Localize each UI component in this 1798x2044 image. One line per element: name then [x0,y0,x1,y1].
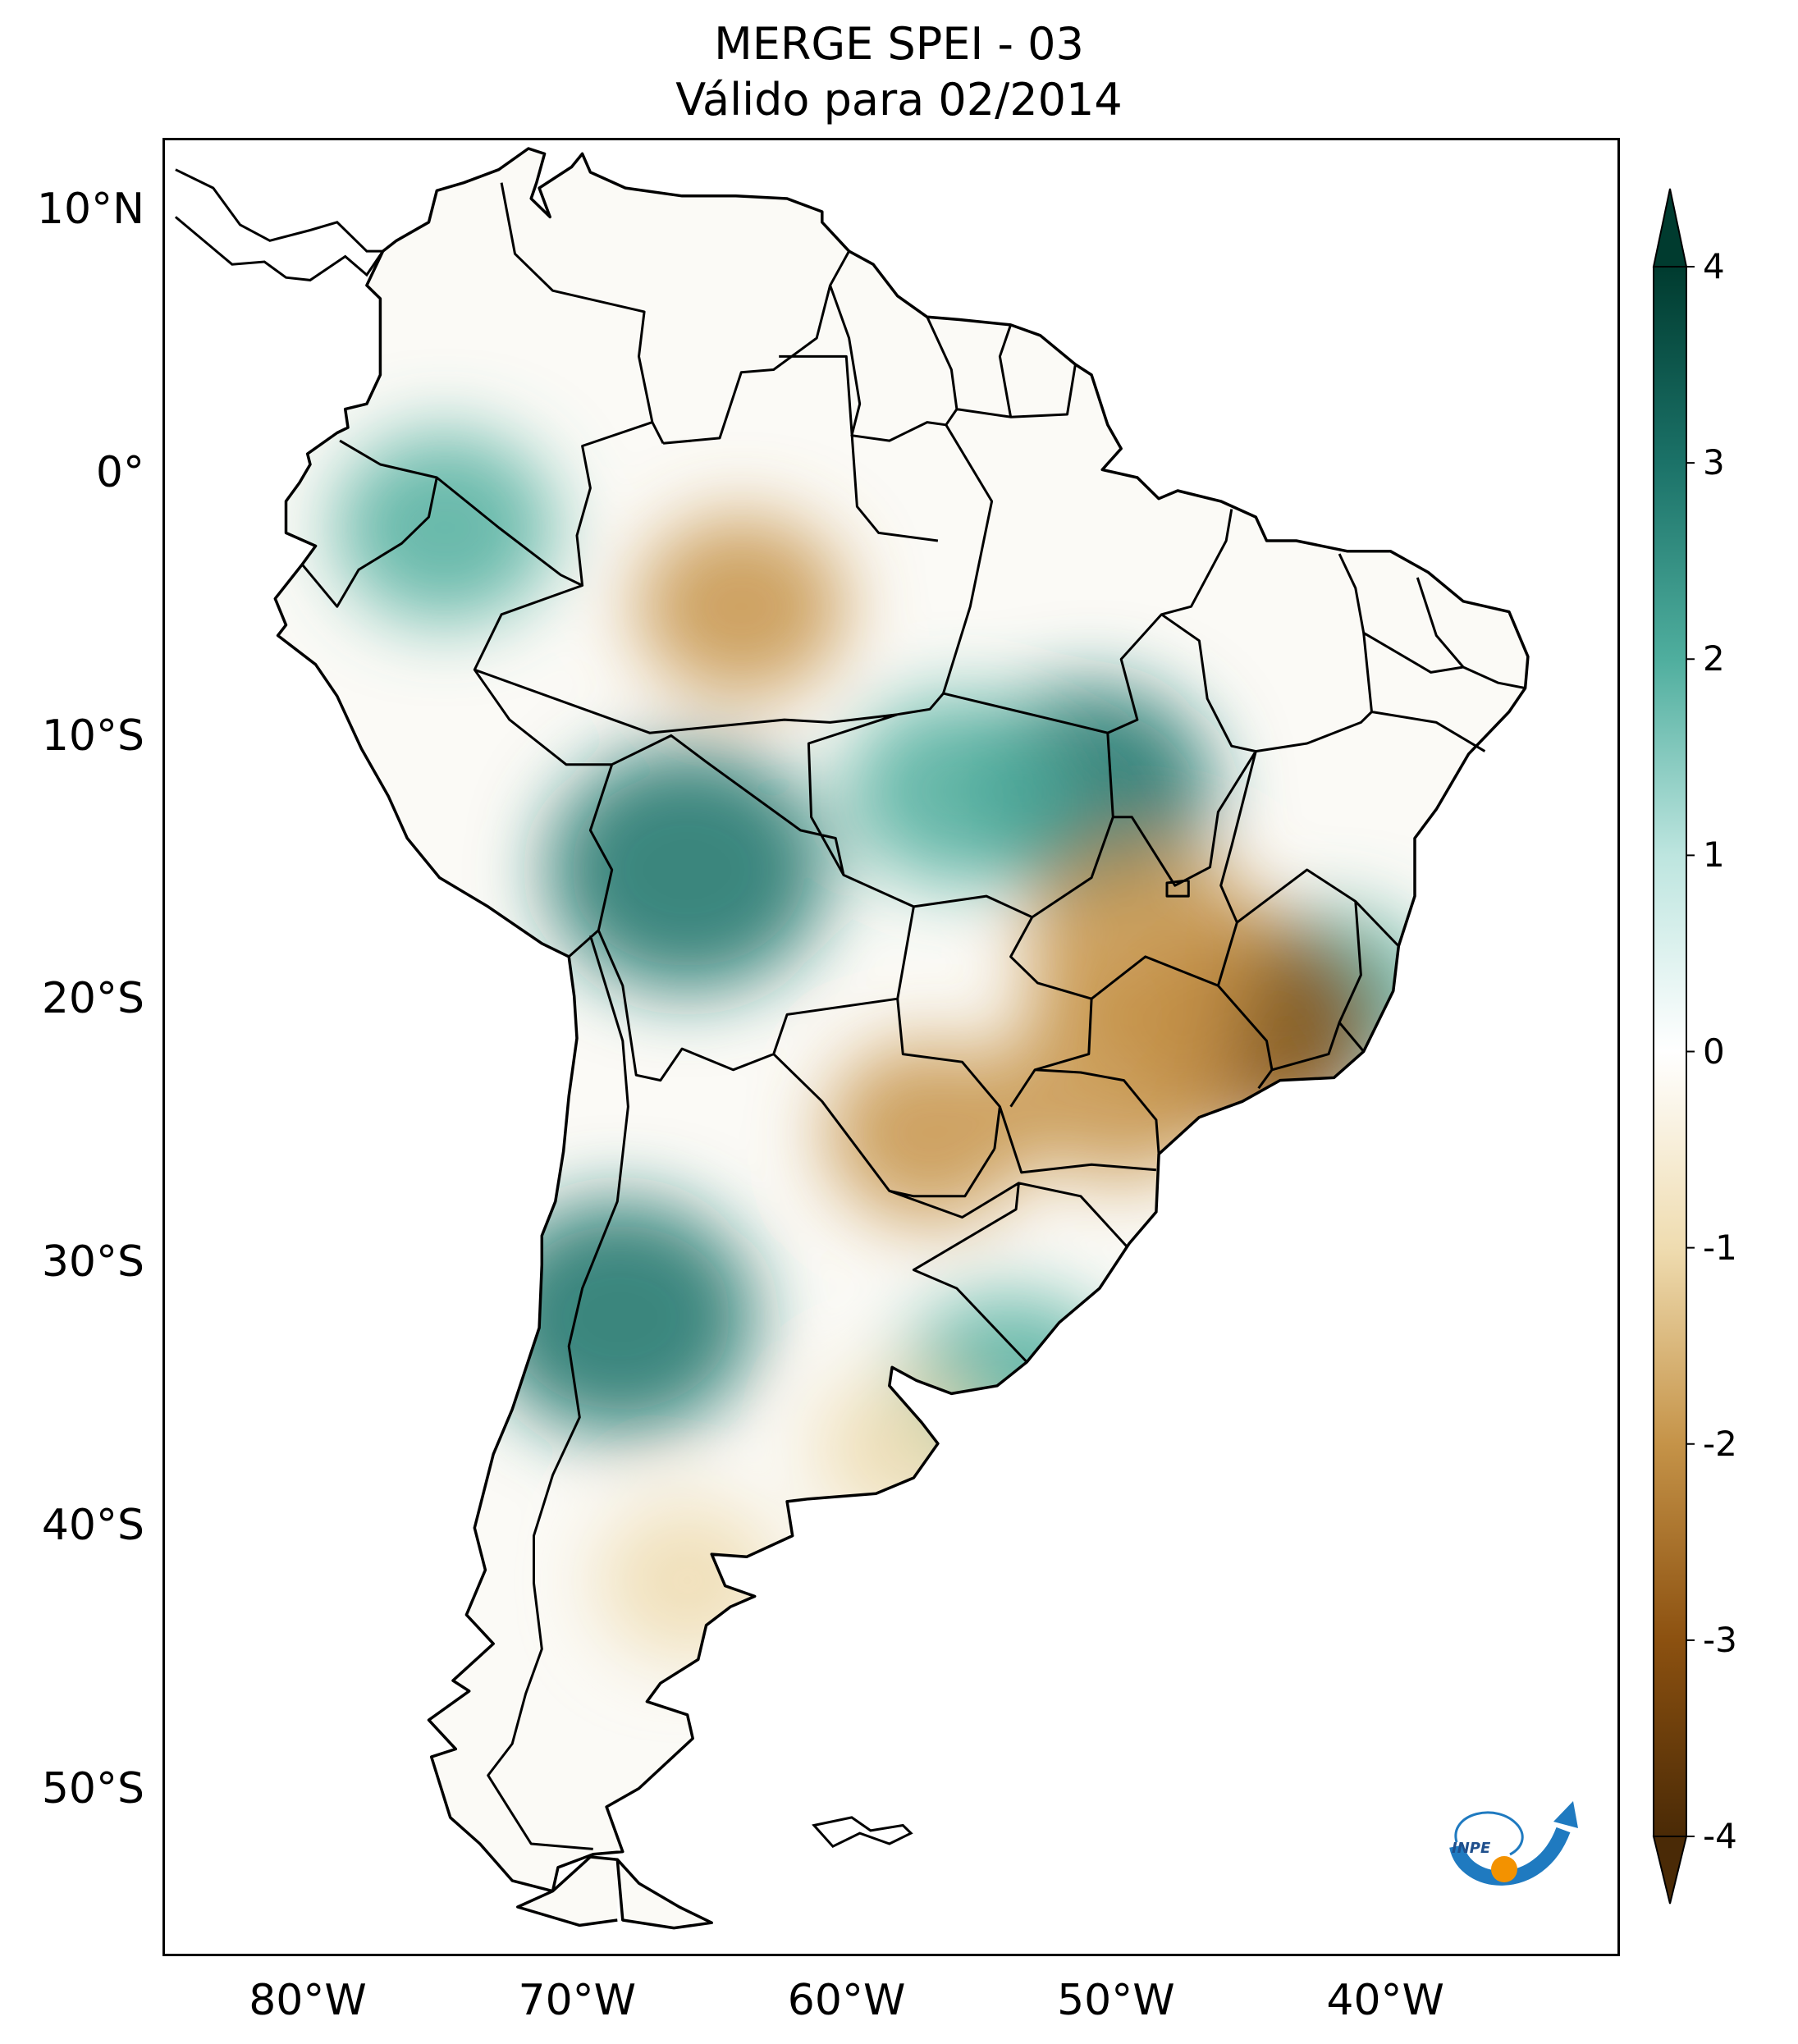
latitude-tick-label: 10°S [41,711,144,761]
colorbar [1652,188,1695,1905]
wet-anomaly-region [847,695,1067,886]
colorbar-tick-label: 1 [1703,835,1725,876]
colorbar-tick-label: -4 [1703,1816,1737,1856]
longitude-tick-label: 70°W [518,1976,637,2025]
longitude-tick-label: 60°W [787,1976,906,2025]
colorbar-body [1653,266,1687,1837]
colorbar-tick-label: 2 [1703,638,1725,679]
map-frame [162,138,1620,1956]
colorbar-tick-label: -3 [1703,1619,1737,1660]
dry-anomaly-region [596,1501,779,1660]
longitude-tick-label: 80°W [249,1976,367,2025]
dry-anomaly-region [637,515,846,697]
wet-anomaly-region [546,747,829,993]
inpe-logo-text: INPE [1452,1840,1491,1857]
colorbar-extend-max [1652,188,1688,268]
latitude-tick-label: 0° [95,447,144,497]
map-canvas [174,147,1530,1930]
colorbar-tick-label: -1 [1703,1227,1737,1268]
country-borders [301,182,1526,1850]
latitude-tick-label: 30°S [41,1237,144,1287]
inpe-logo: INPE [1440,1797,1580,1895]
falkland-islands [812,1816,913,1849]
map-subtitle: Válido para 02/2014 [675,74,1123,126]
map-title: MERGE SPEI - 03 [714,18,1084,70]
wet-anomaly-region [335,432,555,623]
dry-anomaly-region [826,1042,1035,1224]
latitude-tick-label: 20°S [41,974,144,1024]
central-america-outline [174,168,386,281]
spei-field [275,149,1528,1928]
colorbar-extend-min [1652,1836,1688,1905]
wet-anomaly-region [483,1199,757,1436]
dry-anomaly-region [814,1372,991,1526]
colorbar-tick-label: 4 [1703,246,1725,286]
colorbar-tick-label: -2 [1703,1423,1737,1464]
latitude-tick-label: 50°S [41,1763,144,1813]
longitude-tick-label: 50°W [1057,1976,1175,2025]
latitude-tick-label: 40°S [41,1501,144,1550]
colorbar-tick-label: 0 [1703,1031,1725,1072]
longitude-tick-label: 40°W [1326,1976,1444,2025]
latitude-tick-label: 10°N [36,185,144,234]
land-background [275,149,1528,1928]
continent-outline [273,147,1530,1930]
wet-anomaly-region [893,1294,1128,1498]
colorbar-tick-label: 3 [1703,442,1725,483]
